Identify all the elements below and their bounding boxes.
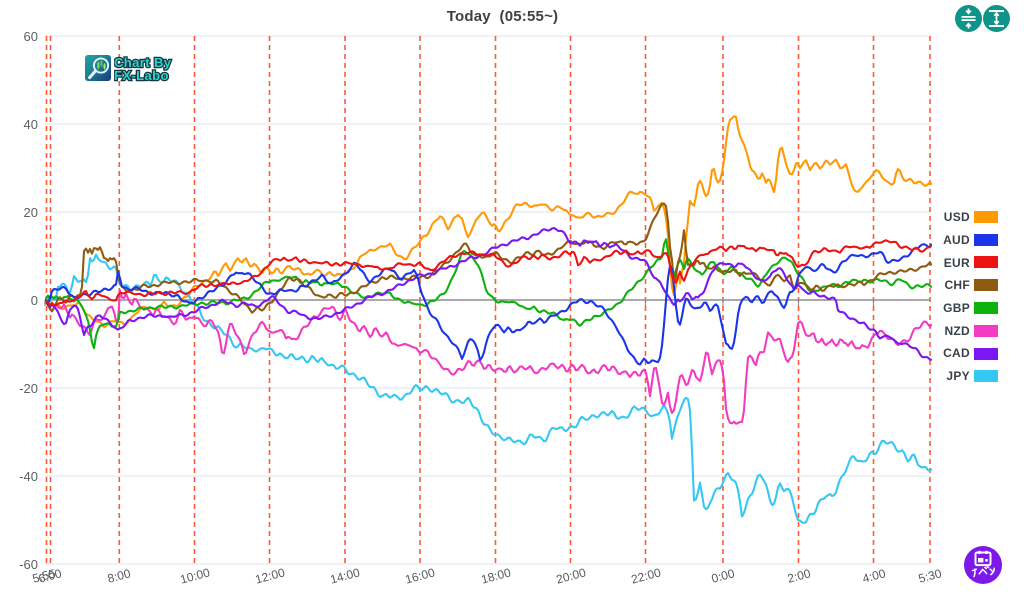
svg-text:Chart By: Chart By — [114, 55, 172, 70]
svg-text:FX-Labo: FX-Labo — [114, 68, 169, 83]
